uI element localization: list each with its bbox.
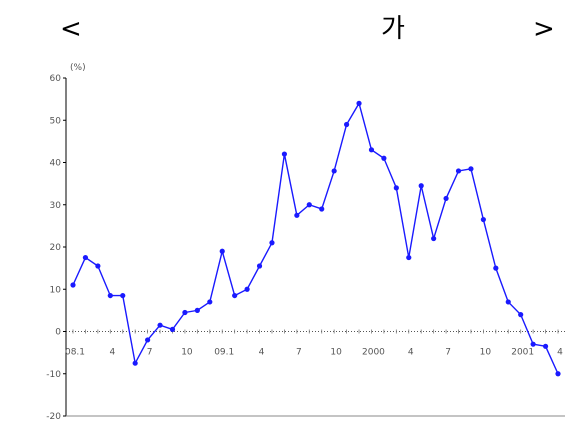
data-point: [157, 322, 163, 328]
data-point: [431, 235, 437, 242]
y-tick-labels: -20 -10 0 10 20 30 40 50 60: [46, 74, 66, 422]
data-point: [542, 343, 549, 349]
header-center-text: 가: [381, 14, 405, 44]
x-tick-label: 4: [259, 348, 265, 358]
chart-series: [70, 100, 561, 377]
data-point: [256, 263, 263, 269]
data-point: [182, 309, 188, 316]
x-tick-label: 4: [109, 348, 115, 358]
y-tick-label: 0: [55, 328, 61, 338]
data-point: [232, 292, 238, 299]
x-tick-label: 4: [557, 348, 563, 358]
data-point: [468, 166, 474, 172]
x-tick-label: 4: [408, 348, 414, 358]
data-point: [169, 326, 176, 332]
x-tick-label: 10: [181, 348, 193, 358]
data-point: [294, 212, 300, 218]
data-point: [406, 254, 412, 261]
x-tick-labels: 08.1 4 7 10 09.1 4 7 10 2000 4 7 10 2001 4: [65, 348, 563, 358]
data-point: [219, 248, 225, 254]
data-point: [518, 312, 524, 318]
data-point: [244, 286, 250, 292]
data-point: [343, 121, 350, 128]
chart-header: < 가 >: [0, 8, 569, 48]
x-tick-label: 7: [445, 348, 451, 358]
x-tick-label: 2001: [511, 348, 534, 358]
data-point: [418, 183, 424, 189]
x-tick-label: 7: [147, 348, 153, 358]
data-point: [207, 299, 213, 305]
data-point: [269, 240, 275, 246]
data-point: [493, 265, 499, 271]
data-point: [319, 206, 325, 212]
data-point: [393, 185, 399, 191]
data-point: [132, 360, 138, 366]
y-tick-label: 20: [50, 243, 62, 253]
data-point: [455, 168, 462, 174]
y-tick-label: -10: [46, 370, 61, 380]
y-tick-label: 40: [50, 159, 62, 169]
y-tick-label: -20: [46, 412, 61, 422]
x-tick-label: 10: [480, 348, 492, 358]
data-point: [82, 254, 89, 261]
x-tick-label: 08.1: [65, 348, 85, 358]
x-tick-label: 09.1: [214, 348, 234, 358]
data-point: [443, 195, 449, 202]
data-point: [95, 263, 101, 269]
data-point: [356, 100, 362, 106]
x-tick-label: 10: [330, 348, 342, 358]
data-point: [306, 202, 312, 208]
x-tick-label: 2000: [362, 348, 385, 358]
data-point: [120, 292, 126, 299]
y-tick-label: 60: [50, 74, 62, 84]
data-point: [480, 216, 486, 223]
left-bracket: <: [60, 14, 82, 44]
unit-label: (%): [70, 63, 86, 73]
data-point: [107, 292, 113, 299]
data-point: [530, 341, 536, 347]
x-tick-label: 7: [296, 348, 302, 358]
data-point: [368, 147, 375, 153]
data-point: [70, 282, 76, 288]
data-point: [505, 299, 511, 305]
y-tick-label: 50: [50, 116, 62, 126]
data-point: [331, 168, 337, 174]
data-point: [145, 337, 151, 343]
y-tick-label: 30: [50, 201, 62, 211]
y-tick-label: 10: [50, 285, 62, 295]
right-bracket: >: [533, 14, 555, 44]
data-point: [281, 151, 288, 157]
data-point: [194, 307, 200, 313]
series-line: [72, 101, 559, 375]
data-point: [381, 155, 387, 161]
data-point: [555, 371, 561, 377]
